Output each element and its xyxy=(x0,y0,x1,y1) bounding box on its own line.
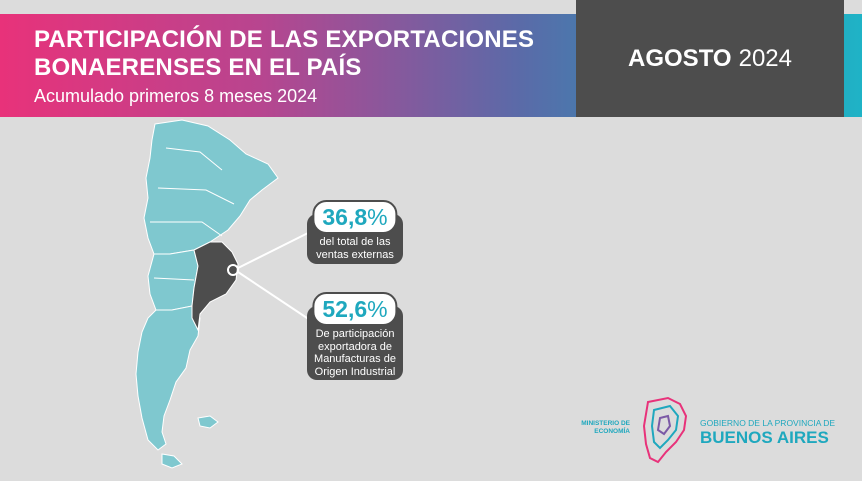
gov-big-text: BUENOS AIRES xyxy=(700,428,829,447)
gov-small-text: GOBIERNO DE LA PROVINCIA DE xyxy=(700,418,836,428)
map-tierra-del-fuego xyxy=(161,453,183,469)
callout-text: del total de las ventas externas xyxy=(316,236,394,261)
title-block: PARTICIPACIÓN DE LAS EXPORTACIONES BONAE… xyxy=(34,26,534,108)
map-internal-border-1 xyxy=(150,147,235,281)
callout-unit: % xyxy=(367,296,388,322)
argentina-map xyxy=(135,119,279,469)
callout-unit: % xyxy=(367,204,388,230)
province-logo-icon xyxy=(642,396,688,464)
page-title-line-1: PARTICIPACIÓN DE LAS EXPORTACIONES xyxy=(34,26,535,53)
date-month: AGOSTO xyxy=(628,44,732,72)
date-box: AGOSTO 2024 xyxy=(576,0,844,117)
callout-moi-share: 52,6% De participación exportadora de Ma… xyxy=(307,292,403,380)
callout-value: 36,8 xyxy=(322,204,368,230)
map-patagonia-region xyxy=(135,305,201,451)
province-wordmark: GOBIERNO DE LA PROVINCIA DE BUENOS AIRES xyxy=(700,418,835,448)
callout-value-pill: 52,6% xyxy=(312,292,398,326)
callout-total-exports: 36,8% del total de las ventas externas xyxy=(307,200,403,264)
page-subtitle: Acumulado primeros 8 meses 2024 xyxy=(34,86,318,106)
map-malvinas xyxy=(197,415,219,429)
page-title-line-2: BONAERENSES EN EL PAÍS xyxy=(34,54,362,81)
callout-text: De participación exportadora de Manufact… xyxy=(314,328,396,378)
ministry-label: MINISTERIO DE ECONOMÍA xyxy=(581,420,630,435)
map-marker xyxy=(227,264,239,276)
callout-value: 52,6 xyxy=(322,296,368,322)
callout-value-pill: 36,8% xyxy=(312,200,398,234)
date-year: 2024 xyxy=(738,44,792,72)
map-north-region xyxy=(143,119,279,255)
map-buenos-aires-province xyxy=(191,241,239,332)
